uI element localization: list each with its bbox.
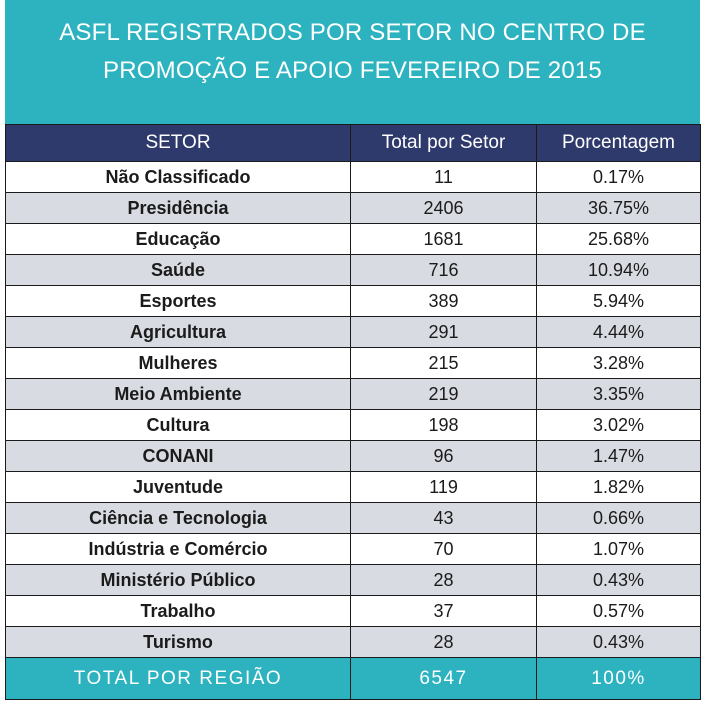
cell-setor: Indústria e Comércio bbox=[5, 533, 351, 565]
table-row: Mulheres 215 3.28% bbox=[5, 347, 701, 379]
cell-setor: Agricultura bbox=[5, 316, 351, 348]
cell-porcentagem: 3.28% bbox=[536, 347, 701, 379]
cell-total: 11 bbox=[350, 161, 537, 193]
title-banner: ASFL REGISTRADOS POR SETOR NO CENTRO DE … bbox=[5, 0, 700, 124]
cell-total: 43 bbox=[350, 502, 537, 534]
cell-total: 28 bbox=[350, 564, 537, 596]
cell-total: 1681 bbox=[350, 223, 537, 255]
cell-setor: Não Classificado bbox=[5, 161, 351, 193]
cell-porcentagem: 36.75% bbox=[536, 192, 701, 224]
table-row: Educação 1681 25.68% bbox=[5, 223, 701, 255]
cell-total: 119 bbox=[350, 471, 537, 503]
cell-total: 389 bbox=[350, 285, 537, 317]
cell-setor: Turismo bbox=[5, 626, 351, 658]
cell-total: 198 bbox=[350, 409, 537, 441]
table-row: Cultura 198 3.02% bbox=[5, 409, 701, 441]
footer-label: TOTAL POR REGIÃO bbox=[5, 657, 351, 700]
cell-porcentagem: 25.68% bbox=[536, 223, 701, 255]
cell-porcentagem: 5.94% bbox=[536, 285, 701, 317]
header-row: SETOR Total por Setor Porcentagem bbox=[5, 124, 701, 162]
cell-setor: Educação bbox=[5, 223, 351, 255]
cell-setor: Ciência e Tecnologia bbox=[5, 502, 351, 534]
cell-total: 2406 bbox=[350, 192, 537, 224]
cell-setor: Meio Ambiente bbox=[5, 378, 351, 410]
column-header-setor: SETOR bbox=[5, 124, 351, 162]
cell-porcentagem: 3.02% bbox=[536, 409, 701, 441]
data-table: SETOR Total por Setor Porcentagem Não Cl… bbox=[5, 124, 701, 700]
table-row: Agricultura 291 4.44% bbox=[5, 316, 701, 348]
cell-total: 70 bbox=[350, 533, 537, 565]
cell-setor: Esportes bbox=[5, 285, 351, 317]
table-row: Trabalho 37 0.57% bbox=[5, 595, 701, 627]
cell-total: 219 bbox=[350, 378, 537, 410]
cell-setor: Mulheres bbox=[5, 347, 351, 379]
column-header-porcentagem: Porcentagem bbox=[536, 124, 701, 162]
cell-total: 215 bbox=[350, 347, 537, 379]
table-row: Esportes 389 5.94% bbox=[5, 285, 701, 317]
cell-setor: Saúde bbox=[5, 254, 351, 286]
footer-pct: 100% bbox=[536, 657, 701, 700]
table-body: Não Classificado 11 0.17% Presidência 2406 36… bbox=[5, 161, 701, 658]
table-row: Não Classificado 11 0.17% bbox=[5, 161, 701, 193]
table-row: Presidência 2406 36.75% bbox=[5, 192, 701, 224]
table-row: CONANI 96 1.47% bbox=[5, 440, 701, 472]
cell-setor: CONANI bbox=[5, 440, 351, 472]
cell-setor: Presidência bbox=[5, 192, 351, 224]
column-header-total: Total por Setor bbox=[350, 124, 537, 162]
table-row: Saúde 716 10.94% bbox=[5, 254, 701, 286]
table-row: Indústria e Comércio 70 1.07% bbox=[5, 533, 701, 565]
cell-porcentagem: 0.66% bbox=[536, 502, 701, 534]
cell-total: 28 bbox=[350, 626, 537, 658]
cell-porcentagem: 1.47% bbox=[536, 440, 701, 472]
table-row: Juventude 119 1.82% bbox=[5, 471, 701, 503]
cell-total: 96 bbox=[350, 440, 537, 472]
cell-setor: Trabalho bbox=[5, 595, 351, 627]
cell-porcentagem: 0.17% bbox=[536, 161, 701, 193]
footer-row: TOTAL POR REGIÃO 6547 100% bbox=[5, 657, 701, 700]
table-row: Ciência e Tecnologia 43 0.66% bbox=[5, 502, 701, 534]
cell-porcentagem: 10.94% bbox=[536, 254, 701, 286]
table-row: Turismo 28 0.43% bbox=[5, 626, 701, 658]
table-row: Ministério Público 28 0.43% bbox=[5, 564, 701, 596]
cell-porcentagem: 1.82% bbox=[536, 471, 701, 503]
cell-porcentagem: 3.35% bbox=[536, 378, 701, 410]
cell-porcentagem: 0.57% bbox=[536, 595, 701, 627]
cell-porcentagem: 1.07% bbox=[536, 533, 701, 565]
cell-setor: Juventude bbox=[5, 471, 351, 503]
title-line-2: PROMOÇÃO E APOIO FEVEREIRO DE 2015 bbox=[103, 57, 602, 84]
cell-total: 37 bbox=[350, 595, 537, 627]
cell-porcentagem: 4.44% bbox=[536, 316, 701, 348]
table-row: Meio Ambiente 219 3.35% bbox=[5, 378, 701, 410]
cell-setor: Ministério Público bbox=[5, 564, 351, 596]
cell-porcentagem: 0.43% bbox=[536, 564, 701, 596]
footer-total: 6547 bbox=[350, 657, 537, 700]
cell-setor: Cultura bbox=[5, 409, 351, 441]
cell-total: 716 bbox=[350, 254, 537, 286]
title-line-1: ASFL REGISTRADOS POR SETOR NO CENTRO DE bbox=[59, 19, 646, 46]
cell-porcentagem: 0.43% bbox=[536, 626, 701, 658]
cell-total: 291 bbox=[350, 316, 537, 348]
